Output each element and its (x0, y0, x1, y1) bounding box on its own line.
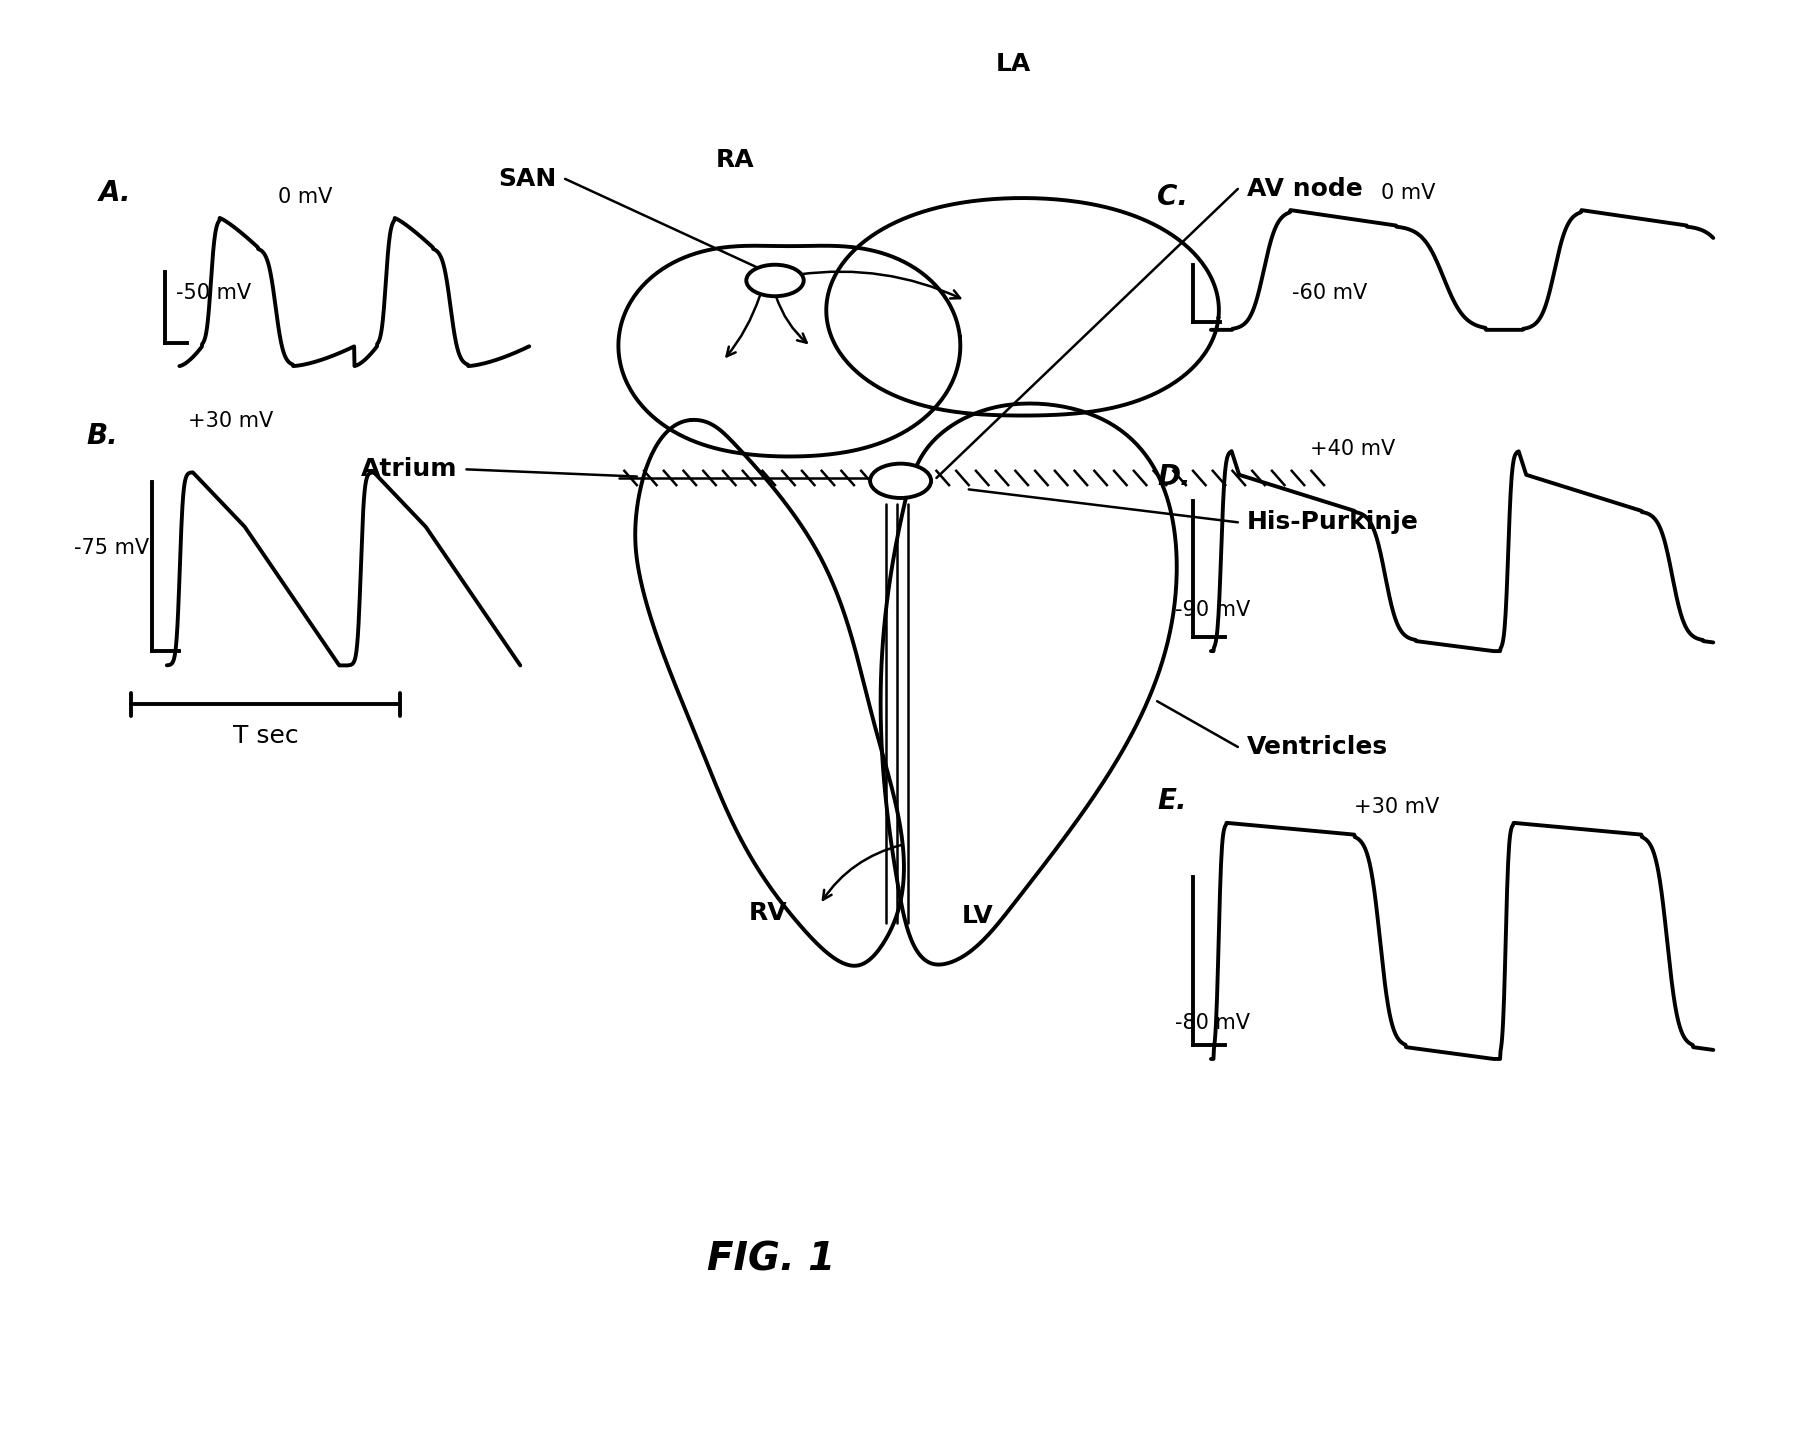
Text: -60 mV: -60 mV (1292, 283, 1367, 303)
Text: SAN: SAN (499, 167, 556, 190)
Text: FIG. 1: FIG. 1 (707, 1241, 836, 1278)
Text: LA: LA (996, 53, 1032, 76)
Text: A.: A. (99, 179, 131, 207)
Text: RA: RA (716, 149, 755, 172)
Text: +30 mV: +30 mV (1354, 797, 1441, 817)
Text: +40 mV: +40 mV (1310, 439, 1396, 459)
Text: Ventricles: Ventricles (1247, 736, 1389, 758)
Text: T sec: T sec (233, 724, 298, 747)
Text: -90 mV: -90 mV (1175, 600, 1250, 620)
Text: 0 mV: 0 mV (278, 187, 332, 207)
Text: LV: LV (962, 904, 994, 927)
Ellipse shape (870, 464, 931, 498)
Text: -75 mV: -75 mV (74, 538, 149, 558)
Ellipse shape (746, 265, 804, 296)
Text: C.: C. (1157, 183, 1188, 212)
Text: AV node: AV node (1247, 177, 1363, 200)
Text: D.: D. (1157, 462, 1191, 491)
Text: 0 mV: 0 mV (1381, 183, 1435, 203)
Text: E.: E. (1157, 787, 1186, 816)
Text: B.: B. (86, 422, 118, 451)
Text: Atrium: Atrium (361, 458, 457, 481)
Text: +30 mV: +30 mV (188, 411, 274, 431)
Text: RV: RV (748, 902, 788, 924)
Text: His-Purkinje: His-Purkinje (1247, 511, 1419, 534)
Text: -50 mV: -50 mV (176, 283, 251, 303)
Text: -80 mV: -80 mV (1175, 1013, 1250, 1033)
